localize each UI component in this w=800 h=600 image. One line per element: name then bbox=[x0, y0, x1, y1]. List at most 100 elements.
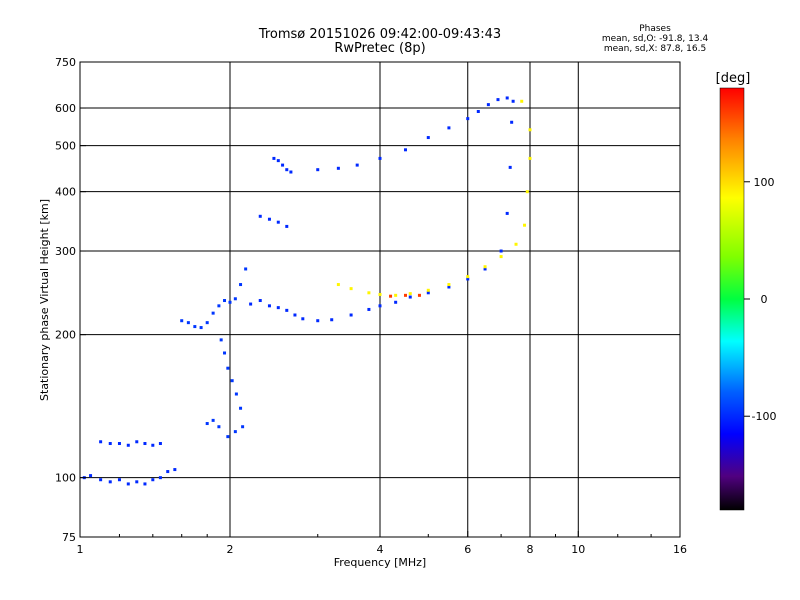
data-point bbox=[223, 351, 227, 355]
data-point bbox=[447, 285, 451, 289]
data-point bbox=[281, 163, 285, 167]
data-point bbox=[466, 117, 470, 121]
data-point bbox=[219, 338, 223, 342]
colorbar-label: [deg] bbox=[716, 71, 751, 86]
data-point bbox=[241, 425, 245, 429]
data-point bbox=[466, 275, 470, 279]
data-point bbox=[258, 214, 262, 218]
data-point bbox=[272, 156, 276, 160]
y-tick-label: 200 bbox=[55, 329, 76, 342]
chart-title: Tromsø 20151026 09:42:00-09:43:43 bbox=[258, 27, 502, 42]
data-point bbox=[447, 126, 451, 130]
data-point bbox=[499, 249, 503, 253]
data-point bbox=[126, 443, 130, 447]
data-point bbox=[158, 442, 162, 446]
data-point bbox=[108, 442, 112, 446]
data-point bbox=[205, 321, 209, 325]
data-point bbox=[267, 304, 271, 308]
data-point bbox=[180, 319, 184, 323]
data-point bbox=[403, 293, 407, 297]
data-point bbox=[285, 224, 289, 228]
data-point bbox=[234, 392, 238, 396]
data-point bbox=[523, 223, 527, 227]
data-point bbox=[336, 283, 340, 287]
colorbar-tick-label: -100 bbox=[752, 410, 777, 423]
data-point bbox=[199, 326, 203, 330]
data-point bbox=[211, 418, 215, 422]
colorbar bbox=[719, 87, 745, 511]
data-point bbox=[514, 242, 518, 246]
data-point bbox=[233, 430, 237, 434]
y-tick-label: 750 bbox=[55, 56, 76, 69]
data-point bbox=[510, 120, 514, 124]
phase-header: Phases bbox=[639, 24, 671, 34]
data-point bbox=[217, 425, 221, 429]
data-point bbox=[486, 103, 490, 107]
y-tick-label: 500 bbox=[55, 140, 76, 153]
data-point bbox=[349, 313, 353, 317]
y-tick-label: 75 bbox=[62, 531, 76, 544]
data-point bbox=[483, 265, 487, 269]
data-point bbox=[508, 165, 512, 169]
data-point bbox=[223, 299, 227, 303]
data-point bbox=[239, 406, 243, 410]
data-point bbox=[226, 366, 230, 370]
data-point bbox=[230, 379, 234, 383]
data-point bbox=[417, 293, 421, 297]
data-point bbox=[394, 300, 398, 304]
data-point bbox=[239, 283, 243, 287]
data-point bbox=[143, 482, 147, 486]
data-point bbox=[249, 302, 253, 306]
data-point bbox=[378, 304, 382, 308]
data-point bbox=[316, 319, 320, 323]
data-point bbox=[511, 99, 515, 103]
data-point bbox=[285, 308, 289, 312]
phase-o-stats: mean, sd,O: -91.8, 13.4 bbox=[601, 34, 709, 44]
data-point bbox=[408, 292, 412, 296]
data-point bbox=[135, 440, 139, 444]
data-point bbox=[117, 478, 121, 482]
data-point bbox=[276, 220, 280, 224]
data-point bbox=[99, 440, 103, 444]
data-point bbox=[173, 468, 177, 472]
data-point bbox=[394, 293, 398, 297]
data-point bbox=[228, 300, 232, 304]
data-point bbox=[244, 267, 248, 271]
data-point bbox=[367, 291, 371, 295]
data-point bbox=[426, 136, 430, 140]
data-point bbox=[367, 307, 371, 311]
data-point bbox=[108, 480, 112, 484]
data-point bbox=[89, 474, 93, 478]
y-tick-label: 600 bbox=[55, 102, 76, 115]
data-point bbox=[211, 311, 215, 315]
data-point bbox=[193, 325, 197, 329]
data-point bbox=[217, 304, 221, 308]
data-point bbox=[447, 283, 451, 287]
data-point bbox=[403, 148, 407, 152]
data-point bbox=[135, 480, 139, 484]
data-point bbox=[505, 211, 509, 215]
data-point bbox=[528, 156, 532, 160]
y-tick-label: 300 bbox=[55, 245, 76, 258]
data-point bbox=[285, 168, 289, 172]
data-point bbox=[267, 217, 271, 221]
data-point bbox=[426, 291, 430, 295]
data-point bbox=[528, 128, 532, 132]
y-tick-label: 100 bbox=[55, 472, 76, 485]
chart-subtitle: RwPretec (8p) bbox=[334, 41, 426, 56]
data-point bbox=[505, 96, 509, 100]
data-point bbox=[499, 255, 503, 259]
data-point bbox=[186, 321, 190, 325]
data-point bbox=[99, 478, 103, 482]
data-point bbox=[276, 306, 280, 310]
data-point bbox=[117, 442, 121, 446]
data-point bbox=[476, 109, 480, 113]
x-tick-label: 10 bbox=[571, 543, 585, 556]
phase-stats: Phases mean, sd,O: -91.8, 13.4 mean, sd,… bbox=[600, 24, 710, 54]
data-point bbox=[226, 435, 230, 439]
data-point bbox=[520, 99, 524, 103]
data-point bbox=[233, 297, 237, 301]
data-point bbox=[143, 442, 147, 446]
x-tick-label: 8 bbox=[527, 543, 534, 556]
